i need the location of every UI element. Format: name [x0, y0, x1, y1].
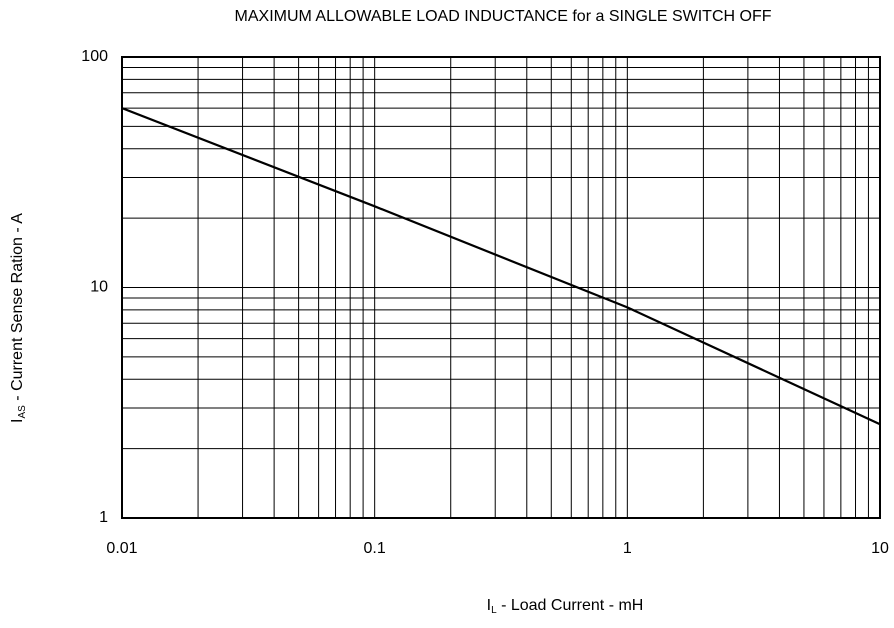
chart-title: MAXIMUM ALLOWABLE LOAD INDUCTANCE for a …: [235, 8, 772, 25]
plot-frame: [121, 56, 881, 519]
y-tick-label: 10: [90, 279, 108, 296]
y-tick-label: 1: [99, 509, 108, 526]
x-label-subscript: L: [491, 605, 497, 616]
x-label-text: - Load Current - mH: [497, 597, 644, 614]
x-label-symbol: I: [487, 597, 491, 614]
y-label-text: - Current Sense Ration - A: [9, 213, 26, 405]
y-tick-label: 100: [81, 48, 108, 65]
x-tick-label: 10: [871, 540, 889, 557]
x-axis-label: IL - Load Current - mH: [487, 597, 644, 615]
x-tick-label: 1: [623, 540, 632, 557]
x-tick-label: 0.1: [364, 540, 386, 557]
y-label-symbol: I: [9, 418, 26, 422]
y-label-subscript: AS: [17, 405, 28, 419]
x-tick-label: 0.01: [106, 540, 137, 557]
data-line: [121, 107, 881, 426]
y-axis-label: IAS - Current Sense Ration - A: [9, 213, 27, 423]
